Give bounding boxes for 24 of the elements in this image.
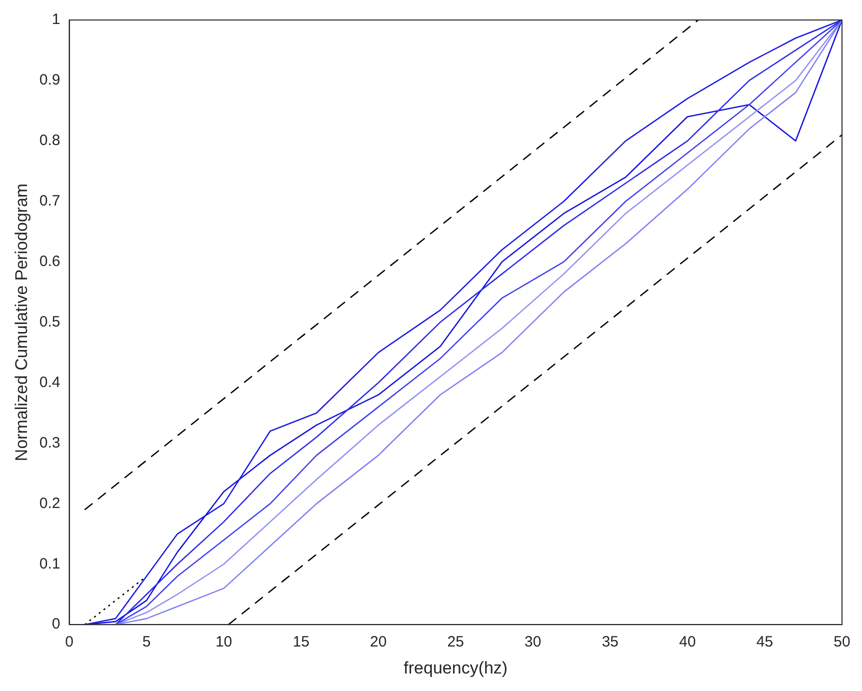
x-tick-label: 20 [370, 634, 387, 651]
x-tick-label: 15 [292, 634, 310, 651]
x-tick-label: 35 [602, 634, 619, 651]
y-tick-label: 0.4 [39, 374, 60, 391]
x-tick-label: 5 [142, 634, 151, 651]
y-tick-label: 0.2 [39, 494, 60, 512]
x-tick-label: 50 [834, 634, 850, 651]
y-tick-label: 1 [52, 11, 60, 28]
y-tick-label: 0.3 [39, 434, 60, 452]
x-tick-label: 45 [756, 634, 774, 651]
y-tick-label: 0.1 [39, 555, 60, 572]
x-tick-label: 10 [215, 634, 232, 651]
y-tick-label: 0.5 [39, 313, 60, 330]
y-tick-label: 0.8 [39, 132, 60, 150]
x-tick-label: 25 [447, 634, 464, 651]
y-axis-title: Normalized Cumulative Periodogram [12, 183, 31, 462]
y-tick-label: 0.6 [39, 252, 60, 270]
y-tick-label: 0.9 [39, 72, 60, 89]
x-axis-title: frequency(hz) [404, 658, 508, 678]
y-tick-label: 0.7 [39, 192, 60, 210]
y-tick-label: 0 [52, 616, 60, 633]
x-tick-label: 30 [524, 634, 542, 651]
x-tick-label: 40 [679, 634, 696, 651]
x-tick-label: 0 [65, 634, 74, 651]
